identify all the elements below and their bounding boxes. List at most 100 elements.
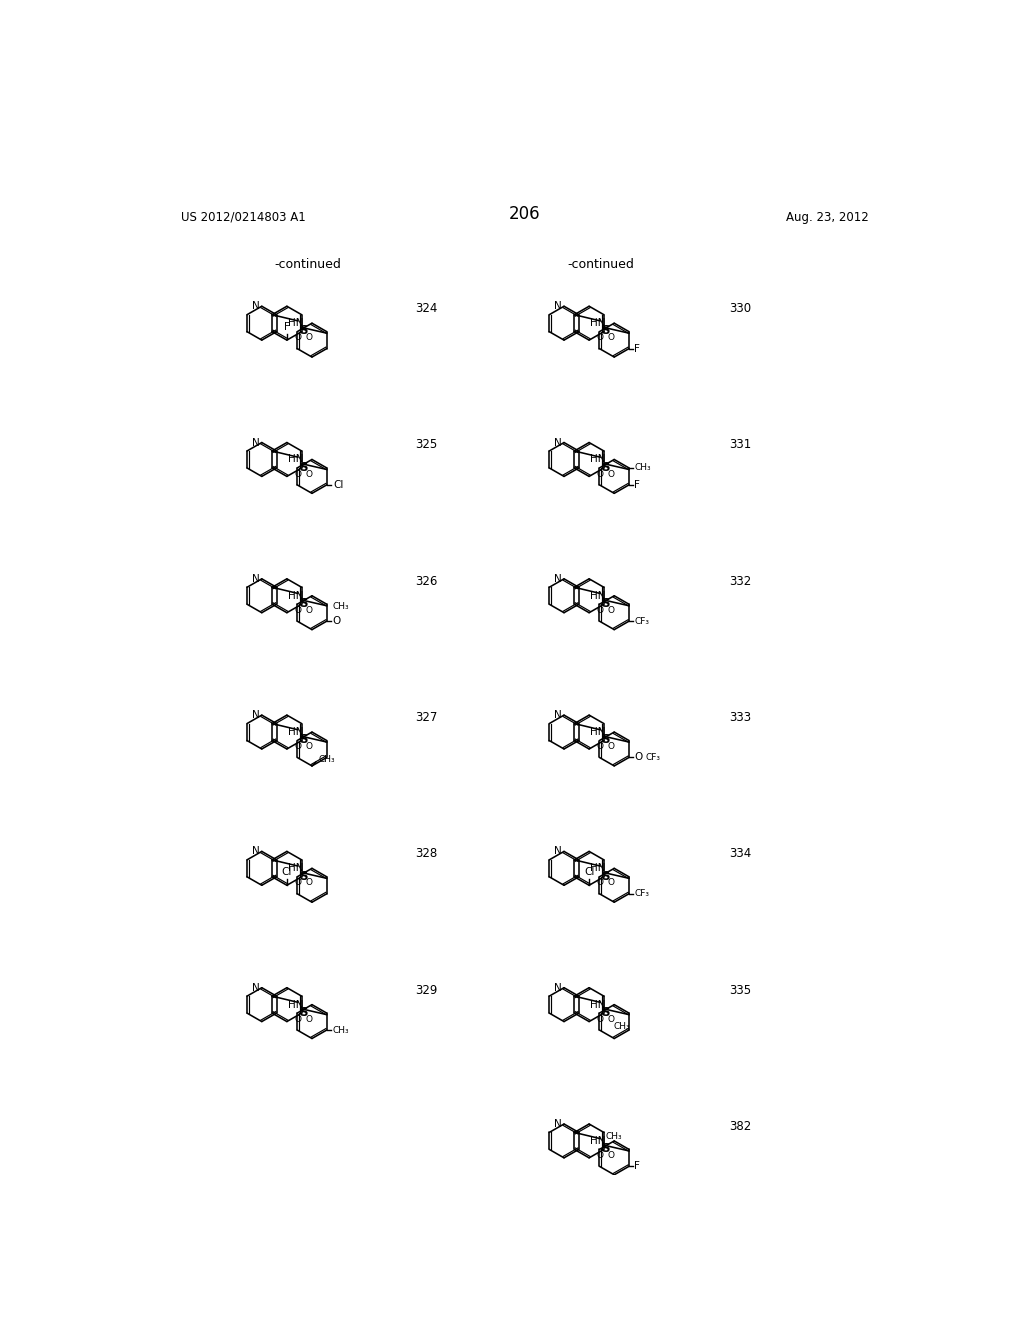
Text: O: O xyxy=(607,742,614,751)
Text: HN: HN xyxy=(288,863,303,874)
Text: N: N xyxy=(554,846,562,857)
Text: O: O xyxy=(597,1015,603,1024)
Text: N: N xyxy=(252,437,259,447)
Text: HN: HN xyxy=(288,727,303,737)
Text: O: O xyxy=(597,334,603,342)
Text: Cl: Cl xyxy=(282,867,292,876)
Text: O: O xyxy=(597,879,603,887)
Text: 326: 326 xyxy=(415,574,437,587)
Text: S: S xyxy=(601,1142,610,1155)
Text: HN: HN xyxy=(288,999,303,1010)
Text: S: S xyxy=(299,870,307,883)
Text: O: O xyxy=(305,334,312,342)
Text: CH₃: CH₃ xyxy=(318,755,335,764)
Text: 335: 335 xyxy=(729,983,752,997)
Text: F: F xyxy=(635,1162,640,1171)
Text: O: O xyxy=(294,334,301,342)
Text: HN: HN xyxy=(288,591,303,601)
Text: O: O xyxy=(332,616,340,626)
Text: O: O xyxy=(607,334,614,342)
Text: O: O xyxy=(597,470,603,479)
Text: O: O xyxy=(607,606,614,615)
Text: N: N xyxy=(252,710,259,721)
Text: 331: 331 xyxy=(729,438,752,451)
Text: O: O xyxy=(305,879,312,887)
Text: 325: 325 xyxy=(416,438,437,451)
Text: N: N xyxy=(554,710,562,721)
Text: O: O xyxy=(305,470,312,479)
Text: HN: HN xyxy=(590,999,605,1010)
Text: F: F xyxy=(284,322,290,331)
Text: 324: 324 xyxy=(415,302,437,315)
Text: S: S xyxy=(601,325,610,338)
Text: CF₃: CF₃ xyxy=(635,890,649,898)
Text: 333: 333 xyxy=(729,711,752,723)
Text: HN: HN xyxy=(590,591,605,601)
Text: CH₃: CH₃ xyxy=(332,602,349,611)
Text: -continued: -continued xyxy=(567,259,634,272)
Text: O: O xyxy=(607,1015,614,1024)
Text: O: O xyxy=(305,742,312,751)
Text: O: O xyxy=(597,742,603,751)
Text: N: N xyxy=(252,301,259,312)
Text: HN: HN xyxy=(590,727,605,737)
Text: 330: 330 xyxy=(729,302,752,315)
Text: S: S xyxy=(299,733,307,746)
Text: 329: 329 xyxy=(415,983,437,997)
Text: HN: HN xyxy=(288,454,303,465)
Text: O: O xyxy=(597,606,603,615)
Text: N: N xyxy=(252,574,259,583)
Text: 334: 334 xyxy=(729,847,752,861)
Text: -continued: -continued xyxy=(274,259,341,272)
Text: N: N xyxy=(252,846,259,857)
Text: US 2012/0214803 A1: US 2012/0214803 A1 xyxy=(180,211,305,224)
Text: S: S xyxy=(299,461,307,474)
Text: O: O xyxy=(607,1151,614,1160)
Text: F: F xyxy=(635,480,640,490)
Text: S: S xyxy=(601,1006,610,1019)
Text: CF₃: CF₃ xyxy=(645,752,660,762)
Text: S: S xyxy=(601,461,610,474)
Text: CH₃: CH₃ xyxy=(635,463,651,473)
Text: O: O xyxy=(635,752,643,763)
Text: 382: 382 xyxy=(729,1119,752,1133)
Text: N: N xyxy=(554,1119,562,1129)
Text: S: S xyxy=(601,733,610,746)
Text: Cl: Cl xyxy=(584,867,594,876)
Text: N: N xyxy=(554,437,562,447)
Text: HN: HN xyxy=(590,454,605,465)
Text: 327: 327 xyxy=(415,711,437,723)
Text: Aug. 23, 2012: Aug. 23, 2012 xyxy=(786,211,869,224)
Text: HN: HN xyxy=(590,863,605,874)
Text: HN: HN xyxy=(590,318,605,329)
Text: CH₃: CH₃ xyxy=(332,1026,349,1035)
Text: S: S xyxy=(601,870,610,883)
Text: CH₃: CH₃ xyxy=(605,1131,623,1140)
Text: O: O xyxy=(294,1015,301,1024)
Text: O: O xyxy=(305,606,312,615)
Text: HN: HN xyxy=(288,318,303,329)
Text: 332: 332 xyxy=(729,574,752,587)
Text: O: O xyxy=(294,879,301,887)
Text: S: S xyxy=(299,325,307,338)
Text: O: O xyxy=(607,470,614,479)
Text: CF₃: CF₃ xyxy=(635,616,649,626)
Text: Cl: Cl xyxy=(333,480,343,490)
Text: 206: 206 xyxy=(509,205,541,223)
Text: S: S xyxy=(601,597,610,610)
Text: O: O xyxy=(294,742,301,751)
Text: HN: HN xyxy=(590,1137,605,1146)
Text: N: N xyxy=(252,982,259,993)
Text: N: N xyxy=(554,301,562,312)
Text: O: O xyxy=(305,1015,312,1024)
Text: O: O xyxy=(294,606,301,615)
Text: F: F xyxy=(635,343,640,354)
Text: S: S xyxy=(299,597,307,610)
Text: CH₃: CH₃ xyxy=(613,1022,630,1031)
Text: N: N xyxy=(554,574,562,583)
Text: S: S xyxy=(299,1006,307,1019)
Text: 328: 328 xyxy=(416,847,437,861)
Text: N: N xyxy=(554,982,562,993)
Text: O: O xyxy=(607,879,614,887)
Text: O: O xyxy=(597,1151,603,1160)
